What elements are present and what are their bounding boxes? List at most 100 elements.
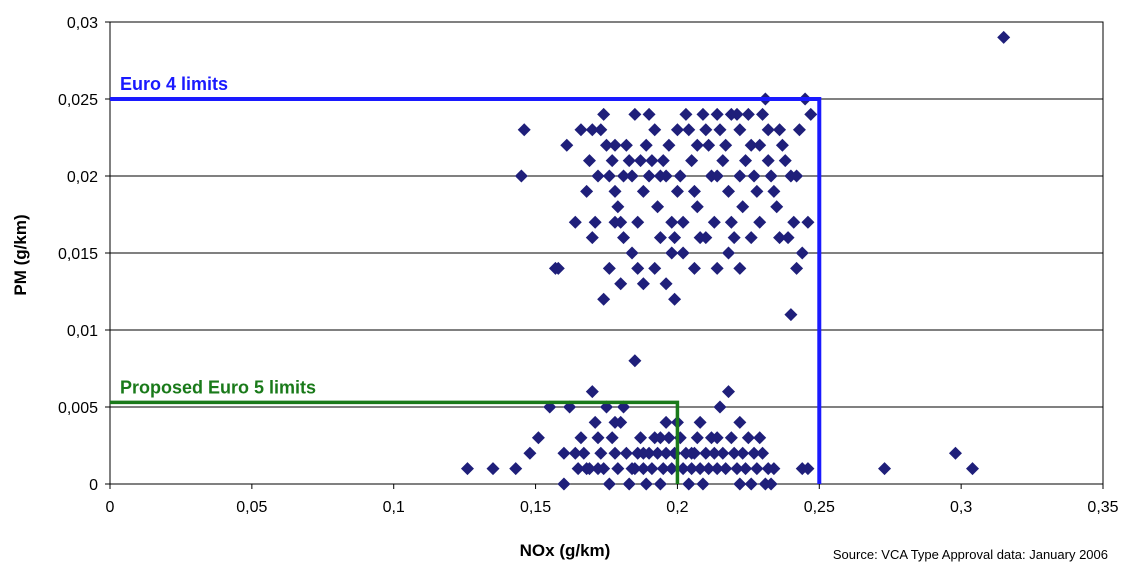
data-point [727,231,741,245]
data-point [753,215,767,229]
data-point [625,169,639,183]
data-point [591,169,605,183]
data-point [693,415,707,429]
data-point [608,215,622,229]
data-point [602,477,616,491]
y-tick-label: 0,015 [58,246,98,263]
data-point [764,477,778,491]
data-point [733,123,747,137]
data-point [585,385,599,399]
data-point [716,446,730,460]
data-point [770,200,784,214]
y-tick-label: 0,03 [67,15,98,32]
data-point [631,261,645,275]
x-tick-label: 0,25 [804,499,835,516]
data-point [665,246,679,260]
data-point [719,138,733,152]
data-point [730,462,744,476]
data-point [636,184,650,198]
data-point [585,123,599,137]
x-tick-label: 0,05 [236,499,267,516]
y-axis-title: PM (g/km) [11,214,30,295]
data-point [690,138,704,152]
data-point [699,446,713,460]
data-point [676,215,690,229]
data-point [656,462,670,476]
y-tick-label: 0 [89,477,98,494]
y-tick-label: 0,025 [58,92,98,109]
data-point [784,308,798,322]
data-point [617,231,631,245]
data-point [608,184,622,198]
data-point [733,261,747,275]
data-point [801,462,815,476]
data-point [778,154,792,168]
data-point [659,169,673,183]
data-point [517,123,531,137]
data-point [707,446,721,460]
data-point [744,231,758,245]
data-point [792,123,806,137]
x-axis-title: NOx (g/km) [520,541,611,560]
data-point [724,107,738,121]
data-point [673,169,687,183]
data-point [702,138,716,152]
x-tick-labels: 0 0,05 0,1 0,15 0,2 0,25 0,3 0,35 [106,499,1119,516]
y-tick-label: 0,02 [67,169,98,186]
data-point [685,154,699,168]
data-point [460,462,474,476]
data-point [747,169,761,183]
data-point [682,477,696,491]
data-point [580,184,594,198]
data-point [767,462,781,476]
data-point [750,184,764,198]
data-point [724,215,738,229]
data-point [636,446,650,460]
gridlines [110,21,1103,408]
data-point [628,462,642,476]
data-point [628,354,642,368]
data-point [710,107,724,121]
data-point [597,107,611,121]
data-point [631,215,645,229]
data-point [619,138,633,152]
data-point [739,462,753,476]
data-point [676,462,690,476]
data-point [597,462,611,476]
data-point [687,261,701,275]
data-point [761,154,775,168]
data-point [509,462,523,476]
data-point [761,123,775,137]
data-point [756,446,770,460]
data-point [594,446,608,460]
data-point [608,415,622,429]
data-point [571,462,585,476]
data-point [585,231,599,245]
data-point [656,154,670,168]
x-tick-label: 0,15 [520,499,551,516]
data-point [645,462,659,476]
data-point [648,123,662,137]
data-point [736,200,750,214]
data-point [702,462,716,476]
x-tick-label: 0,1 [383,499,405,516]
data-point [685,462,699,476]
data-point [611,200,625,214]
data-point [676,246,690,260]
data-point [713,400,727,414]
data-point [750,462,764,476]
data-point [523,446,537,460]
data-point [634,154,648,168]
data-point [653,231,667,245]
data-point [486,462,500,476]
data-point [622,154,636,168]
data-point [753,431,767,445]
x-tick-label: 0,35 [1087,499,1118,516]
y-tick-labels: 0 0,005 0,01 0,015 0,02 0,025 0,03 [58,15,98,494]
euro-5-limit-line [110,400,680,484]
data-point [662,138,676,152]
data-point [710,431,724,445]
data-point [724,431,738,445]
data-point [622,477,636,491]
data-point [696,477,710,491]
